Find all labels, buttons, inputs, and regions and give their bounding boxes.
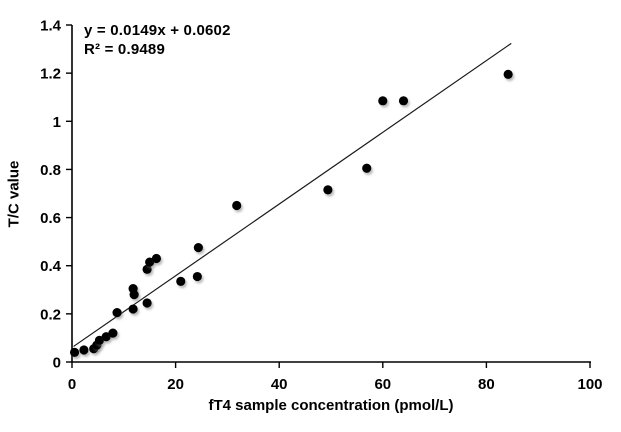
data-point (101, 332, 111, 342)
data-point (112, 308, 122, 318)
data-point (323, 185, 333, 195)
data-point (193, 243, 203, 253)
x-tick-label: 0 (68, 376, 76, 393)
y-tick-label: 0.2 (40, 306, 61, 323)
x-tick-label: 100 (577, 376, 602, 393)
data-point (362, 163, 372, 173)
x-tick-label: 80 (478, 376, 495, 393)
y-tick-label: 0.4 (40, 258, 62, 275)
x-tick-label: 40 (271, 376, 288, 393)
data-point (79, 345, 89, 355)
data-point (108, 328, 118, 338)
y-tick-label: 1.4 (40, 18, 62, 35)
y-tick-label: 0.6 (40, 210, 61, 227)
data-point (398, 96, 409, 106)
data-point (129, 290, 139, 300)
data-point (503, 69, 513, 79)
y-tick-label: 1.2 (40, 66, 61, 83)
y-axis-title: T/C value (5, 160, 23, 228)
trendline-equation-label: y = 0.0149x + 0.0602 (84, 22, 231, 39)
x-tick-label: 20 (167, 376, 184, 393)
data-point (145, 257, 155, 267)
y-tick-label: 0.8 (40, 162, 61, 179)
x-axis-title: fT4 sample concentration (pmol/L) (208, 397, 454, 414)
y-tick-label: 1 (53, 114, 61, 131)
data-point (192, 271, 202, 282)
data-point (128, 304, 138, 314)
data-point (69, 347, 80, 357)
r-squared-label: R² = 0.9489 (84, 41, 166, 58)
data-point (142, 264, 152, 274)
data-point (142, 298, 152, 308)
data-point (232, 200, 242, 211)
data-point (151, 253, 162, 264)
data-point (378, 96, 388, 106)
trend-line (73, 42, 512, 347)
x-tick-label: 60 (374, 376, 391, 393)
data-point (176, 276, 186, 286)
data-point (94, 335, 105, 345)
y-tick-label: 0 (53, 355, 61, 372)
